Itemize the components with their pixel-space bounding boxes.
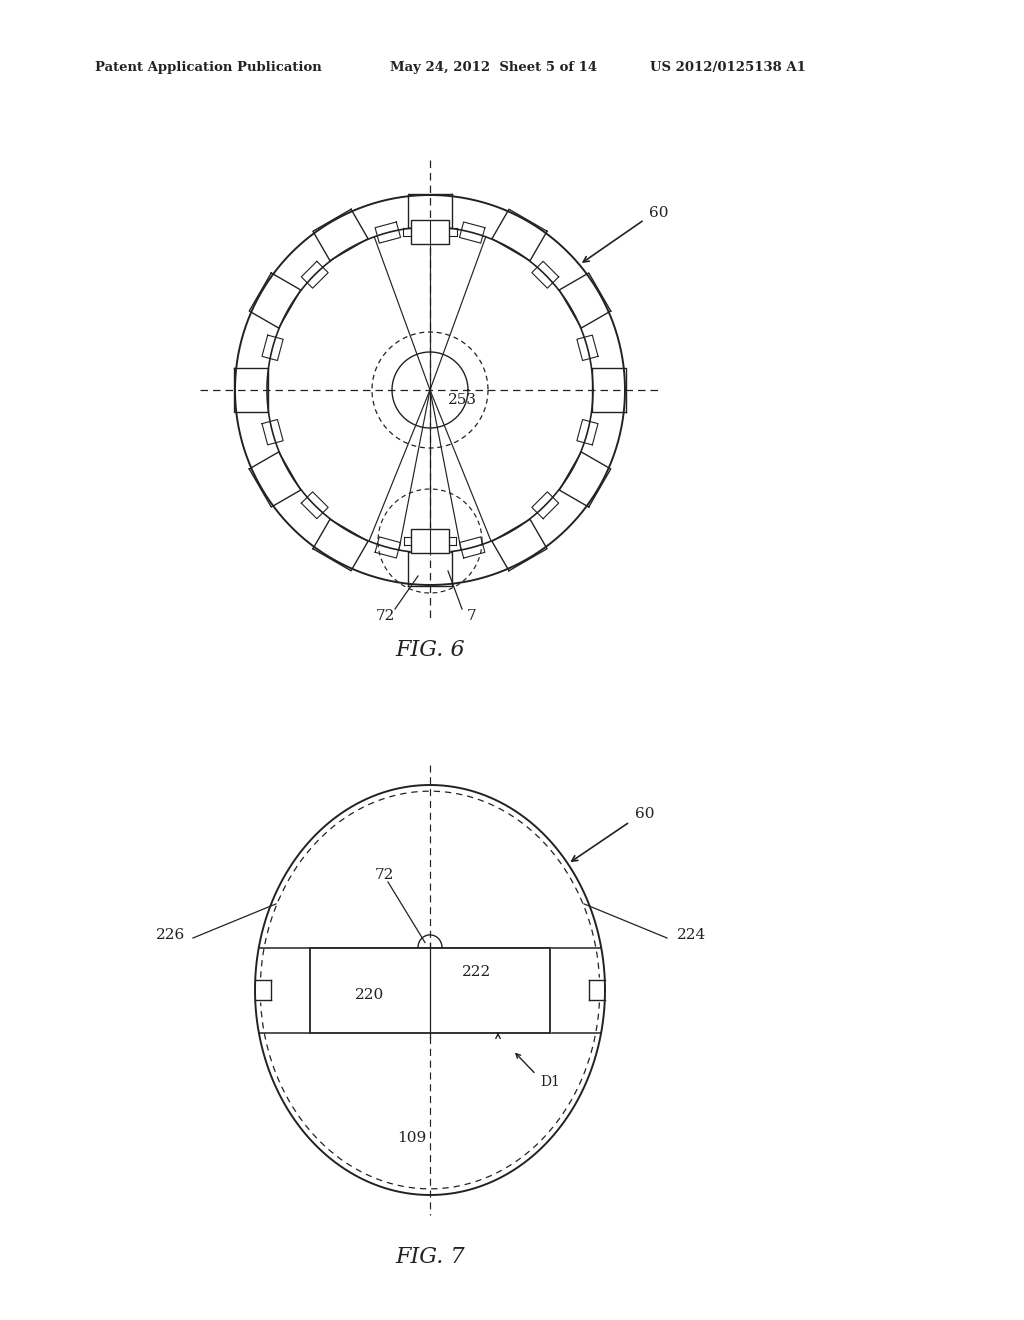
Text: Patent Application Publication: Patent Application Publication [95,62,322,74]
Text: 109: 109 [397,1131,427,1144]
Text: 226: 226 [156,928,185,942]
Text: 72: 72 [375,869,394,882]
Text: FIG. 7: FIG. 7 [395,1246,465,1269]
Text: 72: 72 [376,609,394,623]
Text: FIG. 6: FIG. 6 [395,639,465,661]
Bar [411,220,449,244]
Text: 222: 222 [462,965,492,979]
Bar [411,220,449,244]
Text: US 2012/0125138 A1: US 2012/0125138 A1 [650,62,806,74]
Bar [411,529,449,553]
Text: May 24, 2012  Sheet 5 of 14: May 24, 2012 Sheet 5 of 14 [390,62,597,74]
Text: 220: 220 [355,987,384,1002]
Text: 60: 60 [635,807,654,821]
Text: D1: D1 [540,1076,560,1089]
Bar [310,948,550,1032]
Bar [411,529,449,553]
Text: 253: 253 [449,393,477,407]
Text: 7: 7 [467,609,477,623]
Bar [310,948,550,1032]
Text: 224: 224 [677,928,707,942]
Text: 60: 60 [649,206,669,219]
